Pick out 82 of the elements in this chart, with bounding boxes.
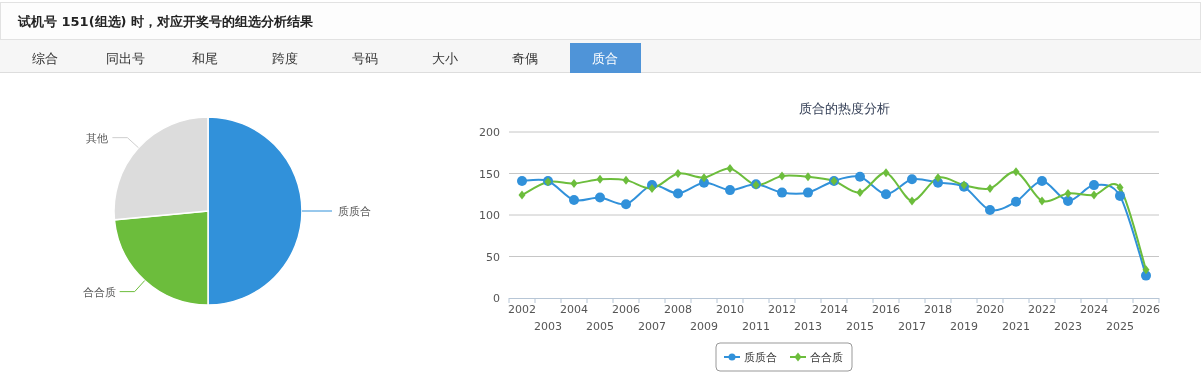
point	[1038, 196, 1046, 206]
point	[986, 183, 994, 193]
point	[934, 173, 942, 183]
y-tick-label: 0	[493, 292, 500, 305]
point	[881, 189, 891, 200]
text: 试机号 151(组选) 时，对应开奖号的组选分析结果	[17, 14, 315, 29]
text: 大小	[432, 51, 458, 66]
point	[1011, 196, 1021, 207]
x-tick-label: 2023	[1054, 320, 1082, 333]
x-tick-label: 2024	[1080, 303, 1108, 316]
point	[1012, 167, 1020, 177]
point	[1089, 180, 1099, 191]
text: 质合	[592, 51, 618, 66]
text: 同出号	[105, 51, 145, 66]
x-tick-label: 2013	[794, 320, 822, 333]
point	[1090, 190, 1098, 200]
x-tick-label: 2002	[508, 303, 536, 316]
point	[1037, 175, 1047, 186]
point	[855, 171, 865, 182]
x-tick-label: 2007	[638, 320, 666, 333]
x-tick-label: 2008	[664, 303, 692, 316]
point	[1115, 190, 1125, 201]
x-tick-label: 2014	[820, 303, 848, 316]
point	[674, 169, 682, 178]
point	[700, 173, 708, 183]
point	[882, 168, 890, 178]
x-tick-label: 2009	[690, 320, 718, 333]
point	[673, 188, 683, 199]
y-tick-label: 200	[479, 126, 500, 139]
y-tick-label: 50	[486, 250, 500, 264]
point	[1063, 195, 1073, 206]
x-tick-label: 2005	[586, 320, 614, 333]
point	[595, 192, 605, 203]
text: 号码	[352, 51, 378, 66]
point	[985, 205, 995, 216]
point	[1064, 188, 1072, 198]
slice-label: 质质合	[338, 205, 371, 218]
text: 综合	[32, 51, 58, 66]
slice-label: 合合质	[82, 285, 116, 299]
x-tick-label: 2011	[742, 320, 770, 333]
x-tick-label: 2018	[924, 303, 952, 316]
x-tick-label: 2016	[872, 303, 900, 316]
x-tick-label: 2003	[534, 320, 562, 333]
legend-label: 质质合	[744, 351, 777, 364]
point	[777, 187, 787, 198]
point	[726, 164, 734, 174]
x-tick-label: 2004	[560, 303, 588, 316]
y-tick-label: 150	[479, 167, 500, 181]
x-tick-label: 2025	[1106, 320, 1134, 333]
x-tick-label: 2017	[898, 320, 926, 333]
point	[596, 174, 604, 184]
point	[908, 196, 916, 206]
point	[1142, 265, 1150, 275]
chart-title: 质合的热度分析	[798, 101, 890, 116]
x-tick-label: 2022	[1028, 303, 1056, 316]
point	[622, 175, 630, 185]
point	[570, 178, 578, 188]
point	[725, 185, 735, 196]
legend-label: 合合质	[810, 351, 843, 364]
text: 奇偶	[512, 51, 538, 66]
point	[778, 171, 786, 181]
x-tick-label: 2015	[846, 320, 874, 333]
text: 跨度	[272, 51, 298, 66]
x-tick-label: 2006	[612, 303, 640, 316]
slice-label: 其他	[86, 131, 109, 145]
point	[1116, 183, 1124, 193]
x-tick-label: 2026	[1132, 303, 1160, 316]
point	[856, 188, 864, 198]
x-tick-label: 2020	[976, 303, 1004, 316]
point	[569, 195, 579, 206]
point	[907, 174, 917, 185]
x-tick-label: 2019	[950, 320, 978, 333]
y-tick-label: 100	[479, 209, 500, 222]
x-tick-label: 2010	[716, 303, 744, 316]
x-tick-label: 2012	[768, 303, 796, 316]
point	[518, 190, 526, 200]
point	[804, 172, 812, 182]
point	[517, 175, 527, 186]
point	[803, 187, 813, 198]
point	[621, 199, 631, 210]
text: 和尾	[192, 51, 218, 66]
x-tick-label: 2021	[1002, 320, 1030, 333]
